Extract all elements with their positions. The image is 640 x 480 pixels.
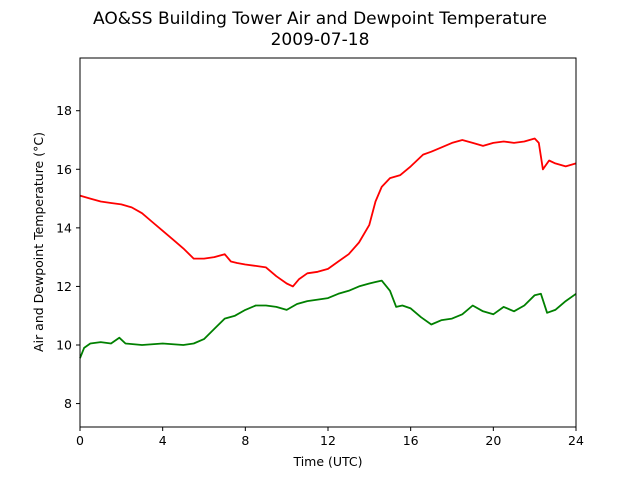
series-line-2	[79, 279, 577, 359]
y-tick-label: 10	[56, 338, 72, 353]
y-tick-label: 18	[56, 103, 72, 118]
y-tick-label: 12	[56, 279, 72, 294]
series-lines	[79, 137, 577, 359]
plot-frame	[79, 57, 577, 428]
x-tick-label: 20	[485, 433, 501, 448]
x-tick-label: 24	[568, 433, 584, 448]
y-tick-label: 14	[56, 220, 72, 235]
x-tick-label: 0	[76, 433, 84, 448]
x-tick-label: 12	[320, 433, 336, 448]
x-tick-label: 8	[241, 433, 249, 448]
y-tick-label: 8	[64, 396, 72, 411]
y-axis: 8 10 12 14 16 18	[56, 103, 80, 411]
x-tick-label: 4	[159, 433, 167, 448]
series-line-1	[79, 137, 577, 288]
plot-area	[79, 57, 577, 428]
chart-title: AO&SS Building Tower Air and Dewpoint Te…	[93, 9, 547, 29]
x-axis: 0 4 8 12 16 20 24	[76, 427, 584, 448]
x-tick-label: 16	[403, 433, 419, 448]
x-axis-label: Time (UTC)	[292, 454, 362, 469]
y-axis-label: Air and Dewpoint Temperature (°C)	[31, 132, 46, 352]
chart-subtitle: 2009-07-18	[271, 30, 370, 50]
y-tick-label: 16	[56, 162, 72, 177]
